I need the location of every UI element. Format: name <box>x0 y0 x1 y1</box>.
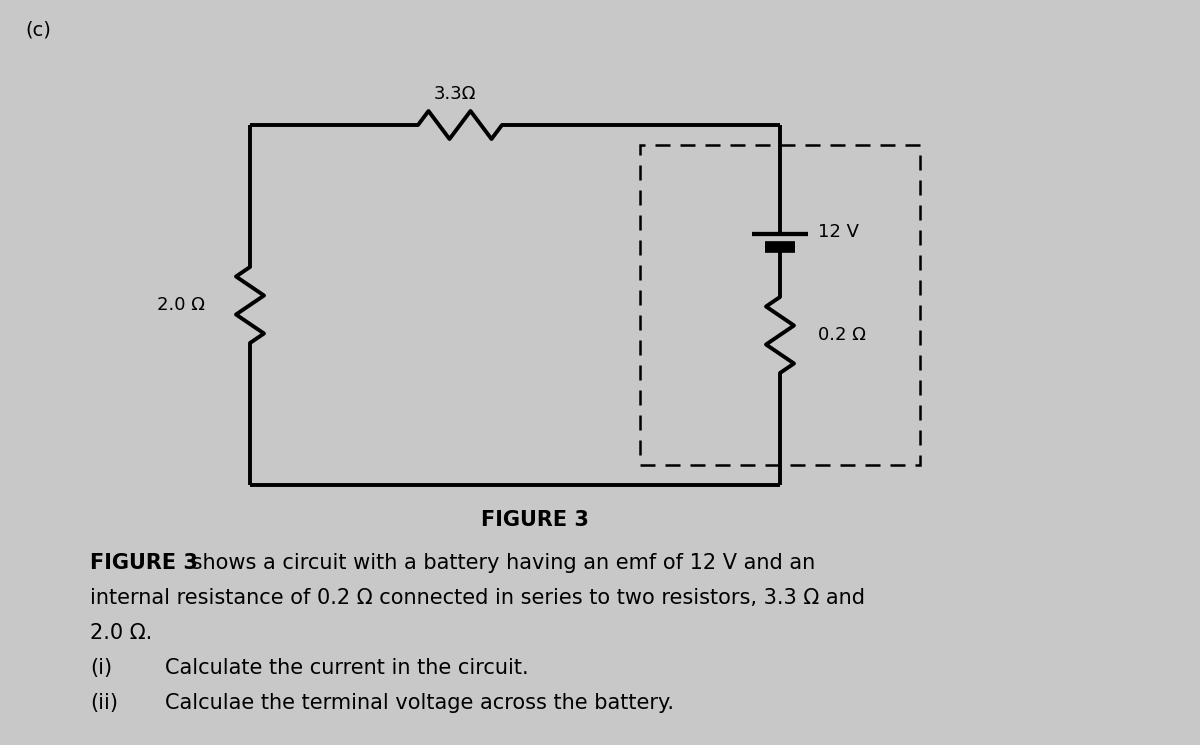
Text: 2.0 Ω.: 2.0 Ω. <box>90 623 152 643</box>
Text: 0.2 Ω: 0.2 Ω <box>818 326 866 344</box>
Text: (i): (i) <box>90 658 112 678</box>
Text: internal resistance of 0.2 Ω connected in series to two resistors, 3.3 Ω and: internal resistance of 0.2 Ω connected i… <box>90 588 865 608</box>
Text: shows a circuit with a battery having an emf of 12 V and an: shows a circuit with a battery having an… <box>185 553 815 573</box>
Text: (c): (c) <box>25 20 50 39</box>
Text: 3.3Ω: 3.3Ω <box>434 85 476 103</box>
Text: Calculate the current in the circuit.: Calculate the current in the circuit. <box>166 658 529 678</box>
Text: 12 V: 12 V <box>818 223 859 241</box>
Text: 2.0 Ω: 2.0 Ω <box>157 296 205 314</box>
Text: (ii): (ii) <box>90 693 118 713</box>
Text: Calculae the terminal voltage across the battery.: Calculae the terminal voltage across the… <box>166 693 674 713</box>
Text: FIGURE 3: FIGURE 3 <box>481 510 589 530</box>
Text: FIGURE 3: FIGURE 3 <box>90 553 198 573</box>
